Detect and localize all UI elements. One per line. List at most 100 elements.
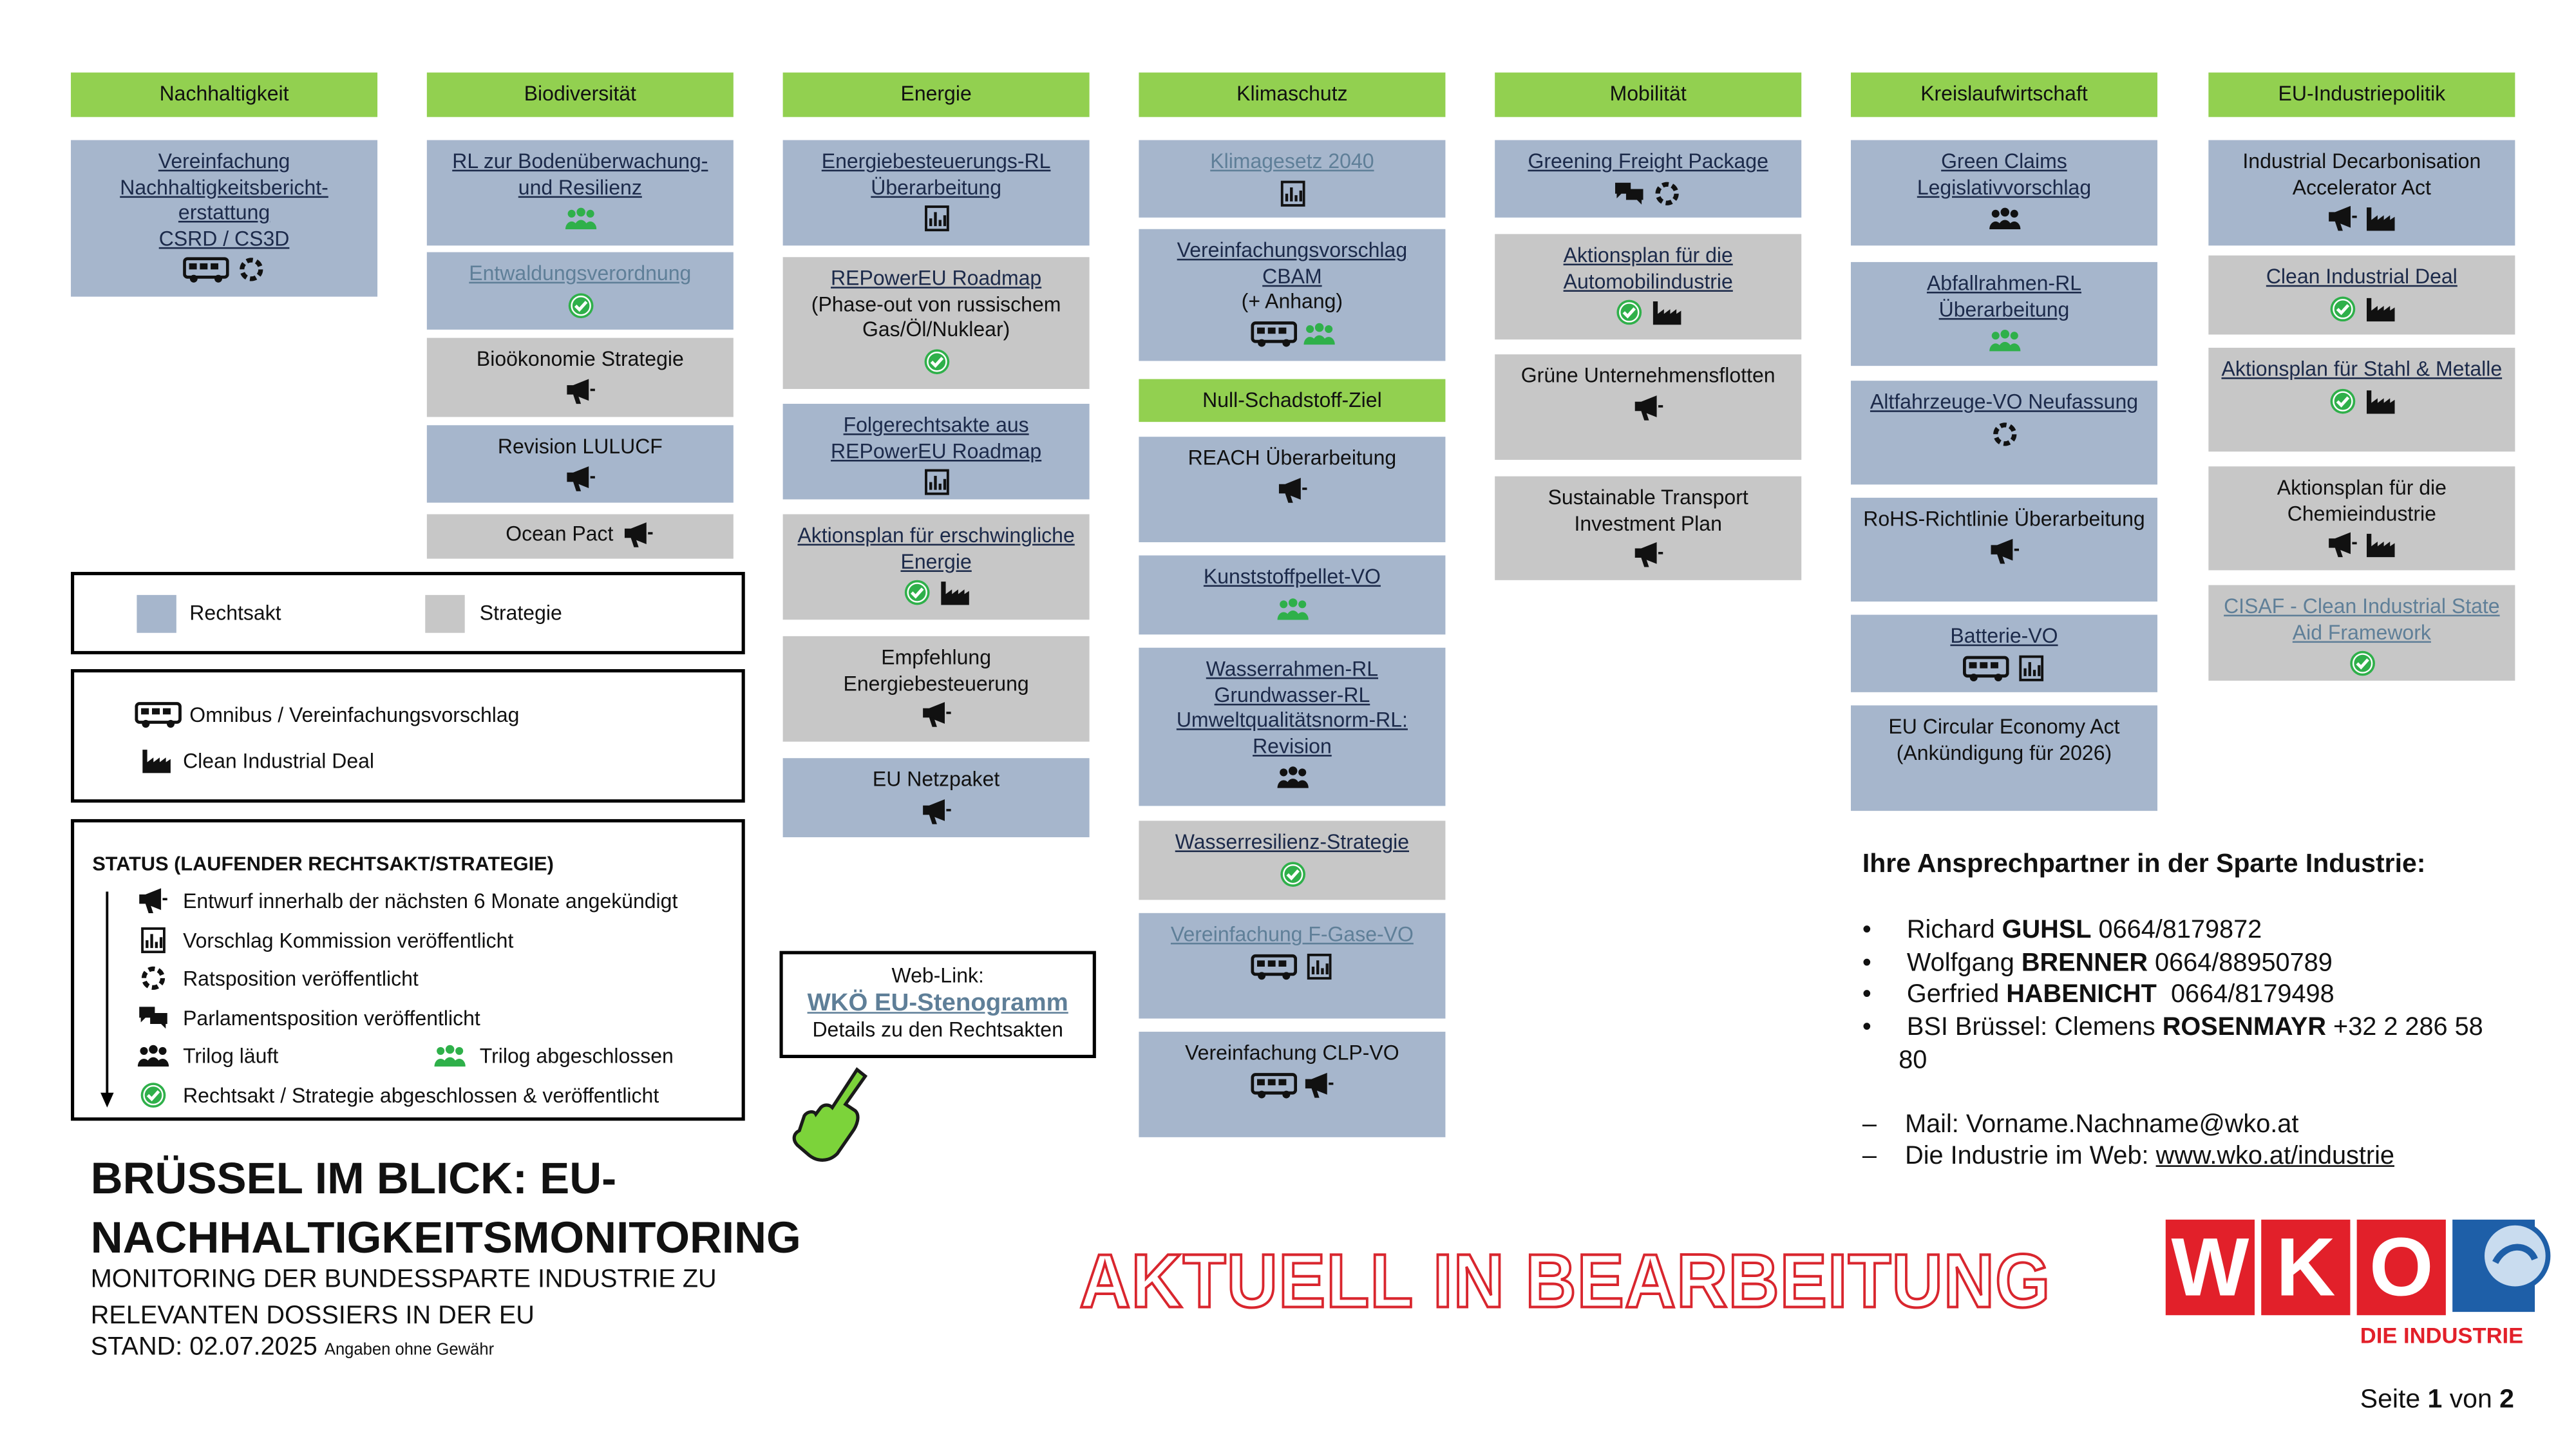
dossier-note: (Ankündigung für 2026) <box>1896 741 2112 764</box>
icon-draft <box>2327 531 2359 559</box>
status-icons <box>1149 594 1435 623</box>
status-arrow <box>100 891 114 1108</box>
icon-proposal <box>1276 179 1308 207</box>
dossier-title[interactable]: Aktionsplan für die Automobilindustrie <box>1563 243 1733 293</box>
legend-label: Clean Industrial Deal <box>183 749 375 772</box>
dossier-title[interactable]: Vereinfachung Nachhaltigkeitsbericht-ers… <box>120 149 328 225</box>
rechtsakt-box: Altfahrzeuge-VO Neufassung <box>1850 381 2157 485</box>
web-link-box: Web-Link: WKÖ EU-Stenogramm Details zu d… <box>779 951 1096 1059</box>
dossier-title[interactable]: Vereinfachung F-Gase-VO <box>1170 923 1414 946</box>
icon-bus <box>1250 952 1296 980</box>
rechtsakt-box: EU Circular Economy Act (Ankündigung für … <box>1850 705 2157 811</box>
dossier-title[interactable]: Kunststoffpellet-VO <box>1203 565 1381 589</box>
dossier-title[interactable]: Greening Freight Package <box>1528 149 1768 173</box>
strategie-box: Wasserresilienz-Strategie <box>1139 820 1446 900</box>
column-header: Energie <box>782 72 1090 117</box>
dossier-title[interactable]: Vereinfachungsvorschlag CBAM <box>1177 239 1408 288</box>
status-icons <box>1861 419 2147 448</box>
rechtsakt-box: RL zur Bodenüberwachung- und Resilienz <box>426 140 734 246</box>
web-link[interactable]: WKÖ EU-Stenogramm <box>807 989 1068 1018</box>
dossier-title[interactable]: Aktionsplan für Stahl & Metalle <box>2221 357 2503 381</box>
rechtsakt-box: Revision LULUCF <box>426 425 734 503</box>
dossier-title[interactable]: CISAF - Clean Industrial State Aid Frame… <box>2224 594 2500 644</box>
dossier-title: Ocean Pact <box>506 522 614 545</box>
page-of: von <box>2449 1386 2492 1414</box>
icon-trilog-done <box>565 204 596 232</box>
dossier-title[interactable]: Altfahrzeuge-VO Neufassung <box>1870 390 2139 414</box>
date: STAND: 02.07.2025 <box>90 1333 317 1361</box>
dossier-title[interactable]: Wasserrahmen-RL Grundwasser-RL Umweltqua… <box>1176 658 1408 757</box>
dossier-title[interactable]: Folgerechtsakte aus REPowerEU Roadmap <box>831 413 1042 462</box>
contacts-heading: Ihre Ansprechpartner in der Sparte Indus… <box>1862 850 2426 879</box>
status-icons <box>437 464 723 492</box>
rechtsakt-box: REACH Überarbeitung <box>1139 437 1446 542</box>
dossier-title[interactable]: Clean Industrial Deal <box>2266 265 2458 289</box>
icon-council <box>1651 179 1683 207</box>
status-label: Rechtsakt / Strategie abgeschlossen & ve… <box>183 1083 659 1107</box>
icon-done <box>1613 298 1645 327</box>
phone: 0664/88950789 <box>2155 949 2333 978</box>
status-label: Trilog abgeschlossen <box>479 1044 674 1068</box>
dossier-title[interactable]: REPowerEU Roadmap <box>831 267 1042 290</box>
icon-council <box>137 964 169 992</box>
strategie-box: Empfehlung Energiebesteuerung <box>782 636 1090 742</box>
strategie-box: Aktionsplan für die Chemieindustrie <box>2208 466 2515 571</box>
status-icons <box>1861 327 2147 355</box>
icon-factory <box>2365 531 2396 559</box>
icon-draft <box>1989 536 2020 565</box>
status-icons <box>1861 204 2147 232</box>
status-icons <box>793 468 1079 497</box>
icon-trilog-done <box>1276 594 1308 623</box>
dossier-title[interactable]: Entwaldungsverordnung <box>469 261 692 285</box>
legend-label: Strategie <box>479 601 562 625</box>
icon-draft <box>1303 1070 1334 1099</box>
logo: W K O <box>2165 1219 2446 1316</box>
last-name: BRENNER <box>2021 949 2148 978</box>
web-url[interactable]: www.wko.at/industrie <box>2155 1142 2394 1171</box>
dossier-note: (+ Anhang) <box>1241 290 1343 314</box>
strategie-box: Ocean Pact <box>426 514 734 559</box>
dossier-title[interactable]: Energiebesteuerungs-RL Überarbeitung <box>821 149 1051 199</box>
dossier-title[interactable]: Aktionsplan für erschwingliche Energie <box>797 524 1075 573</box>
rechtsakt-box: Vereinfachung CLP-VO <box>1139 1032 1446 1137</box>
web-line: – Die Industrie im Web: www.wko.at/indus… <box>1862 1142 2394 1171</box>
strategie-box: Clean Industrial Deal <box>2208 255 2515 335</box>
mail: Mail: Vorname.Nachname@wko.at <box>1905 1110 2299 1139</box>
status-label: Entwurf innerhalb der nächsten 6 Monate … <box>183 889 678 913</box>
dossier-title[interactable]: Wasserresilienz-Strategie <box>1175 830 1410 854</box>
status-icons <box>793 578 1079 607</box>
status-icons <box>793 701 1079 729</box>
rechtsakt-box: Kunststoffpellet-VO <box>1139 555 1446 635</box>
icon-done <box>2327 386 2359 415</box>
pointer-hand <box>792 1067 868 1162</box>
icon-done <box>2327 294 2359 323</box>
strategie-box: Aktionsplan für die Automobilindustrie <box>1495 234 1802 340</box>
phone: +32 2 286 58 80 <box>1899 1013 2483 1074</box>
icon-draft <box>565 377 596 405</box>
dossier-title[interactable]: RL zur Bodenüberwachung- und Resilienz <box>452 149 708 199</box>
icon-parliament <box>1613 179 1645 207</box>
strategie-box: Aktionsplan für Stahl & Metalle <box>2208 347 2515 452</box>
dossier-title[interactable]: Green Claims Legislativvorschlag <box>1917 149 2092 199</box>
strategie-box: REPowerEU Roadmap (Phase-out von russisch… <box>782 257 1090 389</box>
page-title: BRÜSSEL IM BLICK: EU-NACHHALTIGKEITSMONI… <box>90 1153 801 1263</box>
status-icons <box>100 256 348 284</box>
icon-trilog <box>1276 763 1308 791</box>
mail-line: – Mail: Vorname.Nachname@wko.at <box>1862 1110 2299 1139</box>
status-icons <box>1149 860 1435 888</box>
logo-emblem <box>2452 1219 2551 1312</box>
status-icons <box>793 797 1079 825</box>
phone: 0664/8179872 <box>2098 916 2262 945</box>
dossier-title[interactable]: Batterie-VO <box>1950 624 2058 648</box>
icon-proposal <box>2015 654 2047 682</box>
rechtsakt-box: Abfallrahmen-RL Überarbeitung <box>1850 261 2157 366</box>
rechtsakt-box: Batterie-VO <box>1850 614 2157 692</box>
dossier-title[interactable]: Klimagesetz 2040 <box>1210 149 1374 173</box>
strategie-box: Bioökonomie Strategie <box>426 337 734 417</box>
dossier-title: Bioökonomie Strategie <box>476 347 684 371</box>
status-icons <box>1149 319 1435 347</box>
icon-draft <box>2327 204 2359 232</box>
dossier-note[interactable]: CSRD / CS3D <box>158 226 290 250</box>
dossier-title[interactable]: Abfallrahmen-RL Überarbeitung <box>1926 272 2081 321</box>
